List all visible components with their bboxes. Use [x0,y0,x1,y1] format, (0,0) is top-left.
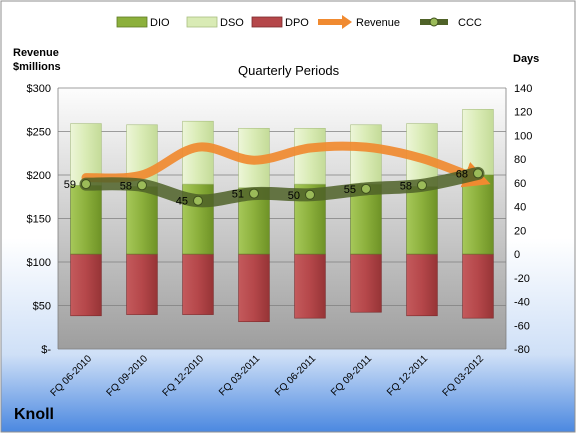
bar-dpo [126,253,158,315]
legend-swatch-dpo [251,16,283,28]
legend-ccc-marker [429,17,439,27]
bar-dpo [406,253,438,317]
company-name: Knoll [14,406,54,423]
legend-arrowhead [342,15,352,29]
bar-dio [462,174,494,255]
right-tick-label: 120 [514,107,532,119]
legend-label-dso: DSO [220,17,244,29]
ccc-point [473,168,483,179]
right-tick-label: 80 [514,154,526,166]
left-tick-label: $- [41,344,51,356]
right-tick-label: 60 [514,178,526,190]
chart-title: Quarterly Periods [238,63,340,78]
left-tick-label: $250 [27,127,51,139]
revenue-line [81,141,491,188]
ccc-point [137,180,147,191]
ccc-point [361,183,371,194]
legend-label-dio: DIO [150,17,170,29]
left-axis-title-line2: $millions [13,61,61,73]
legend-label-revenue: Revenue [356,17,400,29]
legend-label-dpo: DPO [285,17,309,29]
right-tick-label: 100 [514,130,532,142]
data-labels: 59 58 45 51 50 55 58 68 [64,168,468,207]
bar-dio [406,186,438,255]
legend: DIO DSO DPO Revenue CCC [116,15,482,29]
right-tick-label: 20 [514,225,526,237]
bar-dpo [70,253,102,317]
right-tick-label: -40 [514,297,530,309]
ccc-point [305,189,315,200]
left-axis-title-line1: Revenue [13,47,59,59]
lines [79,141,491,208]
ccc-data-label: 51 [232,189,244,201]
legend-label-ccc: CCC [458,17,482,29]
ccc-data-label: 58 [400,180,412,192]
ccc-data-label: 55 [344,184,356,196]
ccc-data-label: 50 [288,190,300,202]
right-tick-label: 140 [514,83,532,95]
right-tick-label: 40 [514,202,526,214]
ccc-point [193,195,203,206]
ccc-point [81,179,91,190]
bar-dso [462,109,494,175]
ccc-data-label: 58 [120,180,132,192]
legend-swatch-dio [116,16,148,28]
bar-dpo [294,253,326,319]
bar-dpo [238,253,270,323]
left-tick-label: $150 [27,214,51,226]
right-tick-label: 0 [514,249,520,261]
bar-dpo [462,253,494,319]
left-tick-label: $100 [27,257,51,269]
ccc-point [417,180,427,191]
right-tick-label: -60 [514,320,530,332]
ccc-data-label: 68 [456,168,468,180]
bar-dio [126,186,158,255]
bar-dso [350,124,382,185]
right-axis: -80 -60 -40 -20 0 20 40 60 80 100 120 140 [514,83,532,356]
right-tick-label: -80 [514,344,530,356]
bar-dso [294,128,326,185]
bar-dio [70,184,102,255]
left-tick-label: $300 [27,83,51,95]
left-tick-label: $200 [27,170,51,182]
ccc-data-label: 59 [64,179,76,191]
right-axis-title: Days [513,53,539,65]
right-tick-label: -20 [514,273,530,285]
bar-dpo [350,253,382,313]
ccc-point [249,188,259,199]
legend-swatch-dso [186,16,218,28]
bar-dpo [182,253,214,315]
left-tick-label: $50 [33,301,51,313]
left-axis: $- $50 $100 $150 $200 $250 $300 [27,83,52,356]
ccc-data-label: 45 [176,196,188,208]
